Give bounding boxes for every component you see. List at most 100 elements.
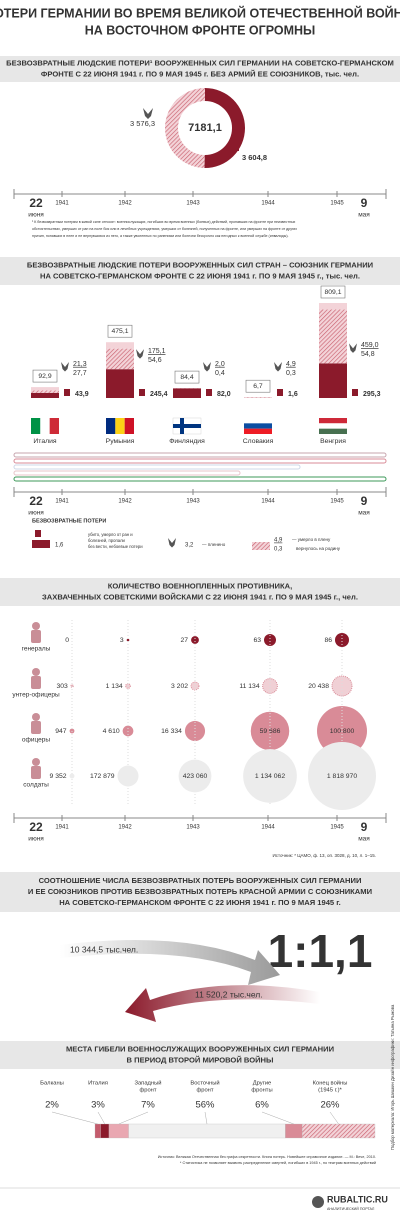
bubble-label: 1 818 970 xyxy=(327,773,357,780)
share-segment xyxy=(95,1124,101,1138)
legend-text: — умерло в плену xyxy=(292,537,331,542)
bubble-label: 1 134 xyxy=(106,683,123,690)
section-title: КОЛИЧЕСТВО ВОЕННОПЛЕННЫХ ПРОТИВНИКА, xyxy=(108,582,292,591)
grave-icon xyxy=(352,389,358,396)
year-label: 1942 xyxy=(118,499,132,505)
returned-label: 0,4 xyxy=(215,370,225,377)
legend-value: 1,6 xyxy=(55,543,64,549)
year-label: 1943 xyxy=(186,825,200,831)
bubble-label: 1 134 062 xyxy=(255,773,285,780)
grave-icon xyxy=(232,143,239,151)
source: Источник: * ЦАМО, ф. 13, оп. 3028, д. 10… xyxy=(273,853,376,858)
rank-icon-head xyxy=(32,758,40,766)
flag xyxy=(106,418,115,434)
place-share: 3% xyxy=(91,1100,105,1111)
rank-name: офицеры xyxy=(22,737,50,744)
credits: Подбор материала: Игорь Шишкин Дизайн ин… xyxy=(390,1004,395,1150)
share-segment xyxy=(109,1124,129,1138)
legend-value: 3,2 xyxy=(185,543,194,549)
bar-killed xyxy=(106,369,134,398)
section-title: СООТНОШЕНИЕ ЧИСЛА БЕЗВОЗВРАТНЫХ ПОТЕРЬ В… xyxy=(39,876,362,885)
country-name: Венгрия xyxy=(320,438,346,445)
grave-icon xyxy=(64,389,70,396)
prisoner-bubble xyxy=(127,639,130,642)
year-label: 1943 xyxy=(186,499,200,505)
bar-killed xyxy=(319,363,347,398)
bubble-label: 423 060 xyxy=(183,773,208,780)
section-title: БЕЗВОЗВРАТНЫЕ ЛЮДСКИЕ ПОТЕРИ ВООРУЖЕННЫХ… xyxy=(27,261,373,270)
timeline-start-month: июня xyxy=(28,212,44,219)
timeline-end-month: мая xyxy=(358,212,370,219)
site: RUBALTIC.RU xyxy=(327,1194,388,1204)
bubble-label: 63 xyxy=(253,637,261,644)
bubble-label: 172 879 xyxy=(90,773,115,780)
place-name: Западный xyxy=(134,1080,161,1087)
bar-returned xyxy=(106,342,134,348)
bubble-label: 9 352 xyxy=(50,773,67,780)
participation-line xyxy=(14,465,300,469)
legend-value: 0,3 xyxy=(274,547,283,553)
share-segment xyxy=(285,1124,302,1138)
flag xyxy=(40,418,49,434)
total-label: 6,7 xyxy=(253,383,263,390)
share-segment xyxy=(129,1124,286,1138)
place-share: 26% xyxy=(320,1100,340,1111)
section-title: И ЕЕ СОЮЗНИКОВ ПРОТИВ БЕЗВОЗВРАТНЫХ ПОТЕ… xyxy=(28,887,372,896)
participation-line xyxy=(14,453,386,457)
bar-returned xyxy=(31,387,59,390)
place-name: Конец войны xyxy=(313,1080,348,1087)
legend-value: 4,9 xyxy=(274,538,283,544)
year-label: 1941 xyxy=(55,499,69,505)
died-label: 175,1 xyxy=(148,348,166,355)
legend-swatch xyxy=(252,542,270,550)
bubble-label: 303 xyxy=(56,683,68,690)
returned-label: 54,6 xyxy=(148,357,162,364)
year-label: 1945 xyxy=(330,499,344,505)
place-name: фронты xyxy=(251,1088,272,1094)
flag xyxy=(125,418,134,434)
year-label: 1945 xyxy=(330,825,344,831)
prisoner-bubble xyxy=(118,766,139,787)
bubble-label: 20 438 xyxy=(308,683,329,690)
section-title: В ПЕРИОД ВТОРОЙ МИРОВОЙ ВОЙНЫ xyxy=(127,1056,274,1065)
returned-label: 27,7 xyxy=(73,370,87,377)
source: * Статистика не позволяет выявить распре… xyxy=(180,1161,376,1165)
flag xyxy=(50,418,59,434)
year-label: 1941 xyxy=(55,201,69,207)
ussr-losses: 11 520,2 тыс.чел. xyxy=(195,989,263,999)
section-title: МЕСТА ГИБЕЛИ ВОЕННОСЛУЖАЩИХ ВООРУЖЕННЫХ … xyxy=(66,1045,334,1054)
participation-line xyxy=(14,477,386,481)
section-title: НА СОВЕТСКО-ГЕРМАНСКОМ ФРОНТЕ С 22 ИЮНЯ … xyxy=(40,272,360,281)
bar-died-in-captivity xyxy=(319,309,347,363)
timeline-end-month: мая xyxy=(358,510,370,517)
tagline: АНАЛИТИЧЕСКИЙ ПОРТАЛ xyxy=(327,1207,375,1211)
source: Источник: Великая Отечественная без гриф… xyxy=(158,1155,376,1159)
bubble-label: 3 xyxy=(120,637,124,644)
captured-label: 3 576,3 xyxy=(130,119,155,128)
section-title: ФРОНТЕ С 22 ИЮНЯ 1941 г. ПО 9 МАЯ 1945 г… xyxy=(41,70,359,79)
bubble-label: 0 xyxy=(65,637,69,644)
total-label: 84,4 xyxy=(180,374,193,381)
legend-text: убито, умерло от ран и xyxy=(88,532,133,537)
died-label: 459,0 xyxy=(361,342,379,349)
legend-swatch xyxy=(32,540,50,548)
section-title: НА СОВЕТСКО-ГЕРМАНСКОМ ФРОНТЕ С 22 ИЮНЯ … xyxy=(59,898,341,907)
rank-name: унтер-офицеры xyxy=(12,692,60,699)
died-label: 21,3 xyxy=(73,361,87,368)
rank-name: солдаты xyxy=(23,782,49,789)
killed-label: 82,0 xyxy=(217,391,231,398)
place-share: 2% xyxy=(45,1100,59,1111)
participation-line xyxy=(14,459,386,463)
killed-label: 1,6 xyxy=(288,391,298,398)
rank-icon-head xyxy=(32,668,40,676)
bubble-label: 3 202 xyxy=(171,683,188,690)
footnote: ¹ К безвозвратным потерям в живой силе о… xyxy=(32,220,296,224)
bar-died-in-captivity xyxy=(31,390,59,393)
year-label: 1945 xyxy=(330,201,344,207)
returned-label: 0,3 xyxy=(286,370,296,377)
share-segment xyxy=(101,1124,109,1138)
timeline-start-day: 22 xyxy=(29,196,43,210)
title: ПОТЕРИ ГЕРМАНИИ ВО ВРЕМЯ ВЕЛИКОЙ ОТЕЧЕСТ… xyxy=(0,5,400,20)
